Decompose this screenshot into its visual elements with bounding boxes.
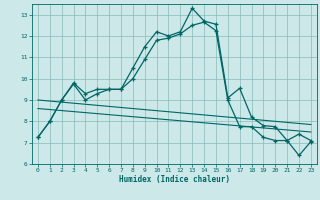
X-axis label: Humidex (Indice chaleur): Humidex (Indice chaleur)	[119, 175, 230, 184]
